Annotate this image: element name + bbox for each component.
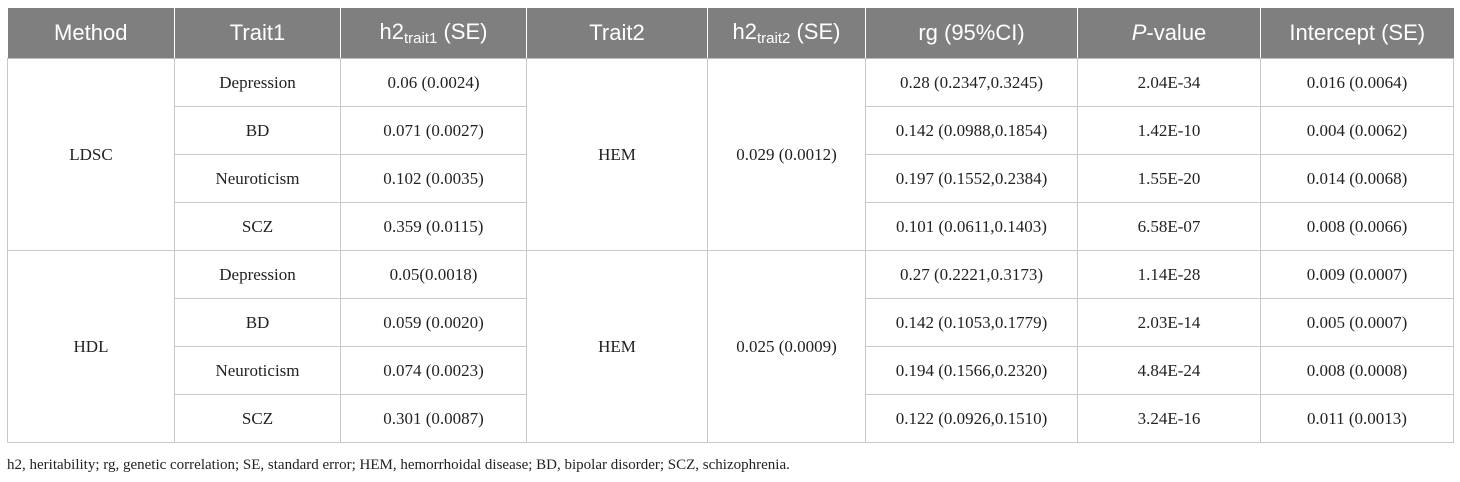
trait1-cell: Neuroticism [174, 154, 341, 203]
intercept-cell: 0.009 (0.0007) [1260, 250, 1454, 299]
intercept-cell: 0.011 (0.0013) [1260, 394, 1454, 443]
p-value-cell: 3.24E-16 [1077, 394, 1261, 443]
h2-trait1-cell: 0.102 (0.0035) [340, 154, 527, 203]
header-h2-trait1: h2trait1 (SE) [340, 8, 527, 59]
header-h2-trait1-sub: trait1 [404, 30, 438, 47]
header-h2-trait2: h2trait2 (SE) [707, 8, 866, 59]
rg-cell: 0.101 (0.0611,0.1403) [865, 202, 1078, 251]
h2-trait1-cell: 0.074 (0.0023) [340, 346, 527, 395]
h2-trait1-cell: 0.301 (0.0087) [340, 394, 527, 443]
header-rg: rg (95%CI) [865, 8, 1078, 59]
intercept-cell: 0.008 (0.0008) [1260, 346, 1454, 395]
header-h2-trait1-suffix: (SE) [437, 19, 488, 44]
trait1-cell: Neuroticism [174, 346, 341, 395]
rg-cell: 0.28 (0.2347,0.3245) [865, 58, 1078, 107]
intercept-cell: 0.014 (0.0068) [1260, 154, 1454, 203]
table-body: LDSC Depression 0.06 (0.0024) HEM 0.029 … [7, 58, 1454, 443]
p-value-cell: 4.84E-24 [1077, 346, 1261, 395]
table-header: Method Trait1 h2trait1 (SE) Trait2 h2tra… [7, 8, 1454, 59]
trait1-cell: BD [174, 106, 341, 155]
h2-trait1-cell: 0.059 (0.0020) [340, 298, 527, 347]
p-value-cell: 2.04E-34 [1077, 58, 1261, 107]
header-trait2: Trait2 [526, 8, 708, 59]
trait2-cell: HEM [526, 58, 708, 251]
h2-trait2-cell: 0.025 (0.0009) [707, 250, 866, 443]
h2-trait1-cell: 0.071 (0.0027) [340, 106, 527, 155]
results-table-container: Method Trait1 h2trait1 (SE) Trait2 h2tra… [7, 8, 1454, 443]
p-value-cell: 1.14E-28 [1077, 250, 1261, 299]
trait2-cell: HEM [526, 250, 708, 443]
h2-trait1-cell: 0.05(0.0018) [340, 250, 527, 299]
p-value-cell: 2.03E-14 [1077, 298, 1261, 347]
header-h2-trait2-main: h2 [732, 19, 757, 44]
header-trait1: Trait1 [174, 8, 341, 59]
table-row: SCZ 0.301 (0.0087) 0.122 (0.0926,0.1510)… [8, 394, 1454, 443]
rg-cell: 0.194 (0.1566,0.2320) [865, 346, 1078, 395]
table-row: BD 0.059 (0.0020) 0.142 (0.1053,0.1779) … [8, 298, 1454, 347]
trait1-cell: SCZ [174, 394, 341, 443]
h2-trait1-cell: 0.359 (0.0115) [340, 202, 527, 251]
intercept-cell: 0.005 (0.0007) [1260, 298, 1454, 347]
intercept-cell: 0.016 (0.0064) [1260, 58, 1454, 107]
h2-trait2-cell: 0.029 (0.0012) [707, 58, 866, 251]
header-p-italic: P [1131, 20, 1147, 45]
p-value-cell: 1.42E-10 [1077, 106, 1261, 155]
rg-cell: 0.27 (0.2221,0.3173) [865, 250, 1078, 299]
header-h2-trait2-suffix: (SE) [790, 19, 841, 44]
rg-cell: 0.142 (0.1053,0.1779) [865, 298, 1078, 347]
rg-cell: 0.122 (0.0926,0.1510) [865, 394, 1078, 443]
header-intercept: Intercept (SE) [1260, 8, 1454, 59]
header-h2-trait2-sub: trait2 [757, 30, 791, 47]
table-row: SCZ 0.359 (0.0115) 0.101 (0.0611,0.1403)… [8, 202, 1454, 251]
method-cell: HDL [7, 250, 175, 443]
trait1-cell: SCZ [174, 202, 341, 251]
table-row: Neuroticism 0.102 (0.0035) 0.197 (0.1552… [8, 154, 1454, 203]
header-method: Method [7, 8, 175, 59]
header-row: Method Trait1 h2trait1 (SE) Trait2 h2tra… [7, 8, 1454, 59]
intercept-cell: 0.004 (0.0062) [1260, 106, 1454, 155]
p-value-cell: 1.55E-20 [1077, 154, 1261, 203]
h2-trait1-cell: 0.06 (0.0024) [340, 58, 527, 107]
rg-cell: 0.142 (0.0988,0.1854) [865, 106, 1078, 155]
table-row: BD 0.071 (0.0027) 0.142 (0.0988,0.1854) … [8, 106, 1454, 155]
table-footnote: h2, heritability; rg, genetic correlatio… [7, 457, 790, 473]
table-row: HDL Depression 0.05(0.0018) HEM 0.025 (0… [7, 250, 1454, 443]
intercept-cell: 0.008 (0.0066) [1260, 202, 1454, 251]
rg-cell: 0.197 (0.1552,0.2384) [865, 154, 1078, 203]
header-p-value: P-value [1077, 8, 1261, 59]
method-cell: LDSC [7, 58, 175, 251]
trait1-cell: Depression [174, 250, 341, 299]
trait1-cell: Depression [174, 58, 341, 107]
trait1-cell: BD [174, 298, 341, 347]
table-row: LDSC Depression 0.06 (0.0024) HEM 0.029 … [7, 58, 1454, 251]
header-h2-trait1-main: h2 [379, 19, 404, 44]
header-p-suffix: -value [1146, 20, 1207, 45]
genetic-correlation-table: Method Trait1 h2trait1 (SE) Trait2 h2tra… [7, 8, 1454, 443]
p-value-cell: 6.58E-07 [1077, 202, 1261, 251]
table-row: Neuroticism 0.074 (0.0023) 0.194 (0.1566… [8, 346, 1454, 395]
